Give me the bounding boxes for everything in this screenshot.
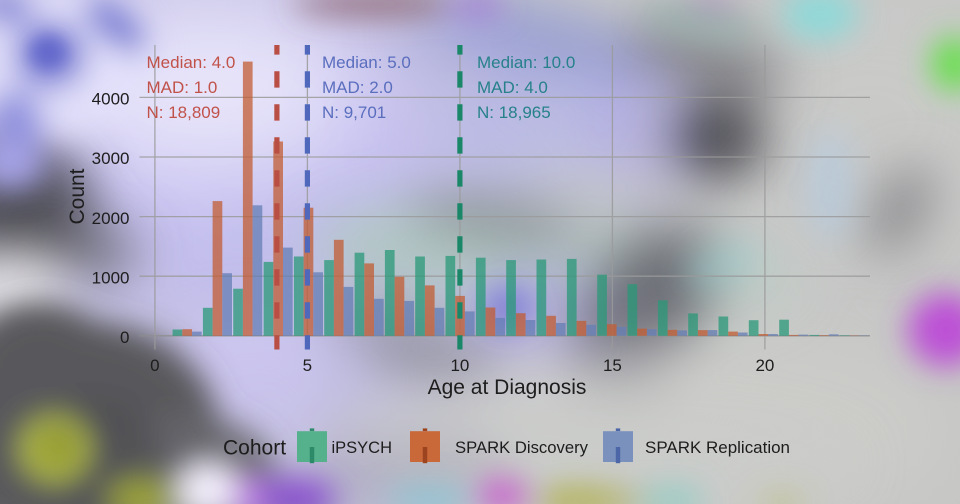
svg-text:MAD: 1.0: MAD: 1.0 xyxy=(147,78,218,97)
svg-text:N: 18,965: N: 18,965 xyxy=(477,103,551,122)
svg-text:20: 20 xyxy=(755,356,774,375)
svg-text:MAD: 4.0: MAD: 4.0 xyxy=(477,78,548,97)
svg-text:0: 0 xyxy=(150,356,159,375)
svg-text:SPARK Replication: SPARK Replication xyxy=(645,439,790,457)
svg-text:4000: 4000 xyxy=(92,90,130,109)
svg-text:3000: 3000 xyxy=(92,149,130,168)
svg-text:Cohort: Cohort xyxy=(223,437,286,460)
svg-text:15: 15 xyxy=(603,356,622,375)
svg-text:Median: 4.0: Median: 4.0 xyxy=(147,53,236,72)
svg-text:Median: 10.0: Median: 10.0 xyxy=(477,53,575,72)
svg-text:10: 10 xyxy=(450,356,469,375)
svg-text:MAD: 2.0: MAD: 2.0 xyxy=(322,78,393,97)
svg-text:SPARK Discovery: SPARK Discovery xyxy=(455,439,589,457)
svg-text:1000: 1000 xyxy=(92,268,130,287)
svg-text:0: 0 xyxy=(120,328,129,347)
svg-text:Count: Count xyxy=(66,168,89,224)
svg-text:5: 5 xyxy=(303,356,312,375)
svg-text:N: 18,809: N: 18,809 xyxy=(147,103,221,122)
svg-text:iPSYCH: iPSYCH xyxy=(332,439,393,457)
svg-text:2000: 2000 xyxy=(92,209,130,228)
svg-text:Age at Diagnosis: Age at Diagnosis xyxy=(428,376,587,399)
svg-text:Median: 5.0: Median: 5.0 xyxy=(322,53,411,72)
svg-text:N: 9,701: N: 9,701 xyxy=(322,103,386,122)
